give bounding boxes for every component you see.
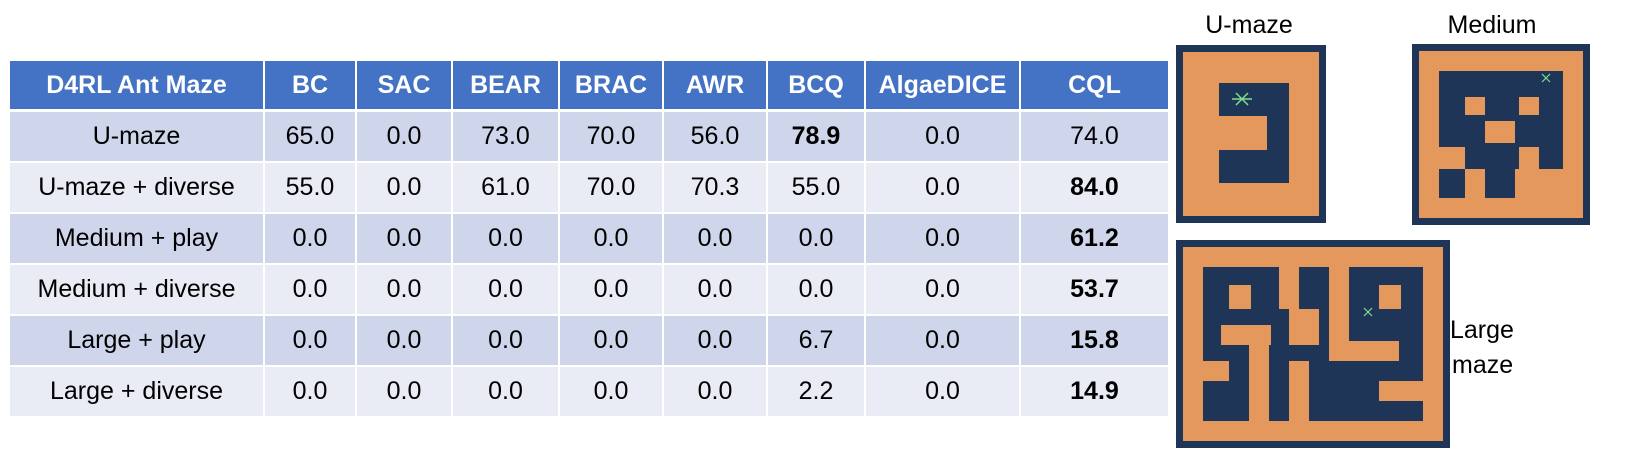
row-label: Medium + play [10, 213, 265, 265]
score-cell: 73.0 [452, 110, 560, 163]
medium-label: Medium [1447, 11, 1537, 39]
table-row: Large + play 0.0 0.0 0.0 0.0 0.0 6.7 0.0 15.8 [10, 315, 1168, 367]
header-method: SAC [356, 61, 453, 112]
header-method: AlgaeDICE [865, 61, 1021, 112]
score-cell: 84.0 [1020, 162, 1168, 214]
score-cell: 0.0 [865, 315, 1021, 367]
row-label: Large + diverse [10, 366, 265, 418]
score-cell: 0.0 [865, 162, 1021, 214]
score-cell: 0.0 [767, 213, 866, 265]
score-cell: 15.8 [1020, 315, 1168, 367]
score-cell: 2.2 [767, 366, 866, 418]
score-cell: 0.0 [559, 264, 664, 316]
score-cell: 0.0 [356, 366, 453, 418]
header-row: D4RL Ant Maze BC SAC BEAR BRAC AWR BCQ AlgaeDIC… [10, 61, 1168, 112]
score-cell: 0.0 [264, 315, 357, 367]
row-label: U-maze + diverse [10, 162, 265, 214]
table-header: D4RL Ant Maze BC SAC BEAR BRAC AWR BCQ AlgaeDIC… [10, 61, 1168, 112]
score-cell: 55.0 [767, 162, 866, 214]
large-maze-image [1176, 240, 1450, 448]
score-cell: 0.0 [865, 366, 1021, 418]
score-cell: 70.0 [559, 110, 664, 163]
row-label: Large + play [10, 315, 265, 367]
score-cell: 0.0 [663, 315, 768, 367]
row-label: U-maze [10, 110, 265, 163]
score-cell: 0.0 [356, 264, 453, 316]
header-method: BC [264, 61, 357, 112]
score-cell: 55.0 [264, 162, 357, 214]
score-cell: 0.0 [663, 264, 768, 316]
score-cell: 0.0 [559, 366, 664, 418]
score-cell: 0.0 [452, 315, 560, 367]
table-row: Medium + play 0.0 0.0 0.0 0.0 0.0 0.0 0.0 61.2 [10, 213, 1168, 265]
score-cell: 0.0 [264, 264, 357, 316]
score-cell: 56.0 [663, 110, 768, 163]
score-cell: 61.2 [1020, 213, 1168, 265]
header-method: BRAC [559, 61, 664, 112]
score-cell: 78.9 [767, 110, 866, 163]
results-table: D4RL Ant Maze BC SAC BEAR BRAC AWR BCQ AlgaeDIC… [10, 61, 1168, 418]
score-cell: 0.0 [264, 366, 357, 418]
score-cell: 0.0 [865, 264, 1021, 316]
score-cell: 65.0 [264, 110, 357, 163]
score-cell: 0.0 [559, 315, 664, 367]
score-cell: 6.7 [767, 315, 866, 367]
score-cell: 14.9 [1020, 366, 1168, 418]
large-maze-label-line1: Large [1450, 316, 1514, 344]
table-row: Large + diverse 0.0 0.0 0.0 0.0 0.0 2.2 0.0 14.9 [10, 366, 1168, 418]
medium-maze-image [1412, 44, 1590, 225]
score-cell: 53.7 [1020, 264, 1168, 316]
header-method: BCQ [767, 61, 866, 112]
umaze-image [1176, 45, 1326, 223]
score-cell: 0.0 [356, 315, 453, 367]
table-row: U-maze + diverse 55.0 0.0 61.0 70.0 70.3 55.0 0… [10, 162, 1168, 214]
score-cell: 0.0 [264, 213, 357, 265]
score-cell: 0.0 [356, 213, 453, 265]
score-cell: 0.0 [452, 264, 560, 316]
score-cell: 0.0 [452, 366, 560, 418]
table-row: U-maze 65.0 0.0 73.0 70.0 56.0 78.9 0.0 74.0 [10, 110, 1168, 163]
score-cell: 0.0 [452, 213, 560, 265]
score-cell: 0.0 [663, 366, 768, 418]
score-cell: 0.0 [865, 110, 1021, 163]
table-body: U-maze 65.0 0.0 73.0 70.0 56.0 78.9 0.0 74.0 U-ma… [10, 110, 1168, 418]
large-maze-label-line2: maze [1452, 351, 1514, 379]
row-label: Medium + diverse [10, 264, 265, 316]
table-row: Medium + diverse 0.0 0.0 0.0 0.0 0.0 0.0 0.0 53.… [10, 264, 1168, 316]
header-dataset: D4RL Ant Maze [10, 61, 265, 112]
umaze-label: U-maze [1205, 11, 1293, 39]
score-cell: 70.0 [559, 162, 664, 214]
header-method: BEAR [452, 61, 560, 112]
score-cell: 74.0 [1020, 110, 1168, 163]
score-cell: 61.0 [452, 162, 560, 214]
score-cell: 0.0 [865, 213, 1021, 265]
score-cell: 70.3 [663, 162, 768, 214]
header-method: CQL [1020, 61, 1168, 112]
score-cell: 0.0 [356, 162, 453, 214]
score-cell: 0.0 [559, 213, 664, 265]
score-cell: 0.0 [767, 264, 866, 316]
header-method: AWR [663, 61, 768, 112]
score-cell: 0.0 [356, 110, 453, 163]
score-cell: 0.0 [663, 213, 768, 265]
